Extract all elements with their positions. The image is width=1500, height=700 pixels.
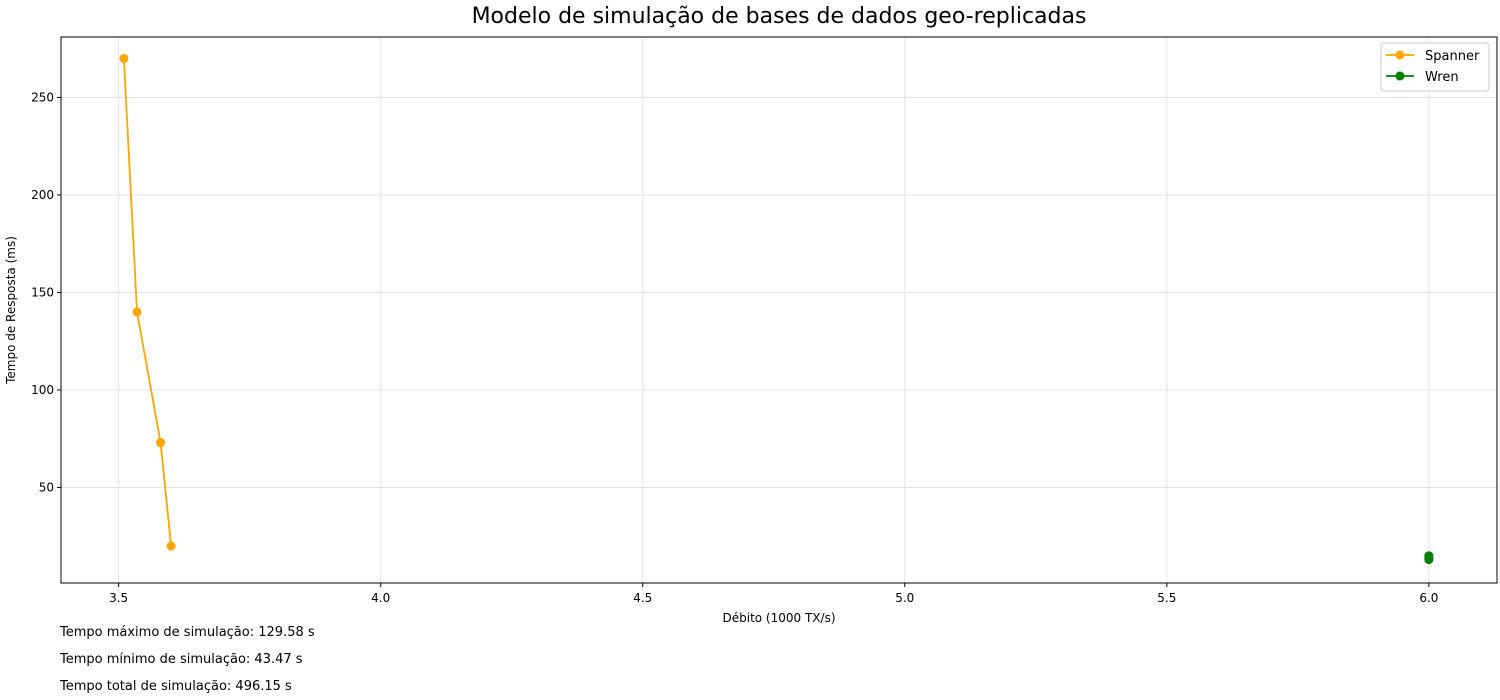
x-tick-label: 5.5 <box>1157 591 1176 605</box>
min-simulation-time: Tempo mínimo de simulação: 43.47 s <box>60 652 303 667</box>
series <box>119 53 1434 565</box>
plot-frame <box>60 36 1498 584</box>
x-tick-label: 4.5 <box>633 591 652 605</box>
max-simulation-time: Tempo máximo de simulação: 129.58 s <box>60 625 315 640</box>
y-tick-label: 250 <box>31 90 54 104</box>
data-point-wren <box>1424 551 1434 561</box>
y-tick-label: 100 <box>31 383 54 397</box>
data-point-spanner <box>132 307 142 317</box>
legend-marker-spanner <box>1395 50 1405 60</box>
y-tick-label: 50 <box>39 480 54 494</box>
total-simulation-time: Tempo total de simulação: 496.15 s <box>60 679 292 694</box>
data-point-spanner <box>156 438 166 448</box>
legend-marker-wren <box>1395 71 1405 81</box>
x-tick-label: 4.0 <box>371 591 390 605</box>
x-tick-label: 5.0 <box>895 591 914 605</box>
data-point-spanner <box>119 53 129 63</box>
y-axis-label: Tempo de Resposta (ms) <box>4 236 18 385</box>
legend-label-wren: Wren <box>1425 70 1459 85</box>
data-point-spanner <box>166 541 176 551</box>
legend-label-spanner: Spanner <box>1425 49 1480 64</box>
ticks: 3.5 4.0 4.5 5.0 5.5 6.0 50 100 150 200 250 <box>31 90 1438 605</box>
y-tick-label: 200 <box>31 188 54 202</box>
x-axis-label: Débito (1000 TX/s) <box>723 611 836 625</box>
x-tick-label: 6.0 <box>1419 591 1438 605</box>
grid <box>61 37 1497 583</box>
series-line-spanner <box>123 58 172 547</box>
y-tick-label: 150 <box>31 285 54 299</box>
chart-title: Modelo de simulação de bases de dados ge… <box>472 4 1087 29</box>
legend: Spanner Wren <box>1380 42 1490 92</box>
x-tick-label: 3.5 <box>109 591 128 605</box>
